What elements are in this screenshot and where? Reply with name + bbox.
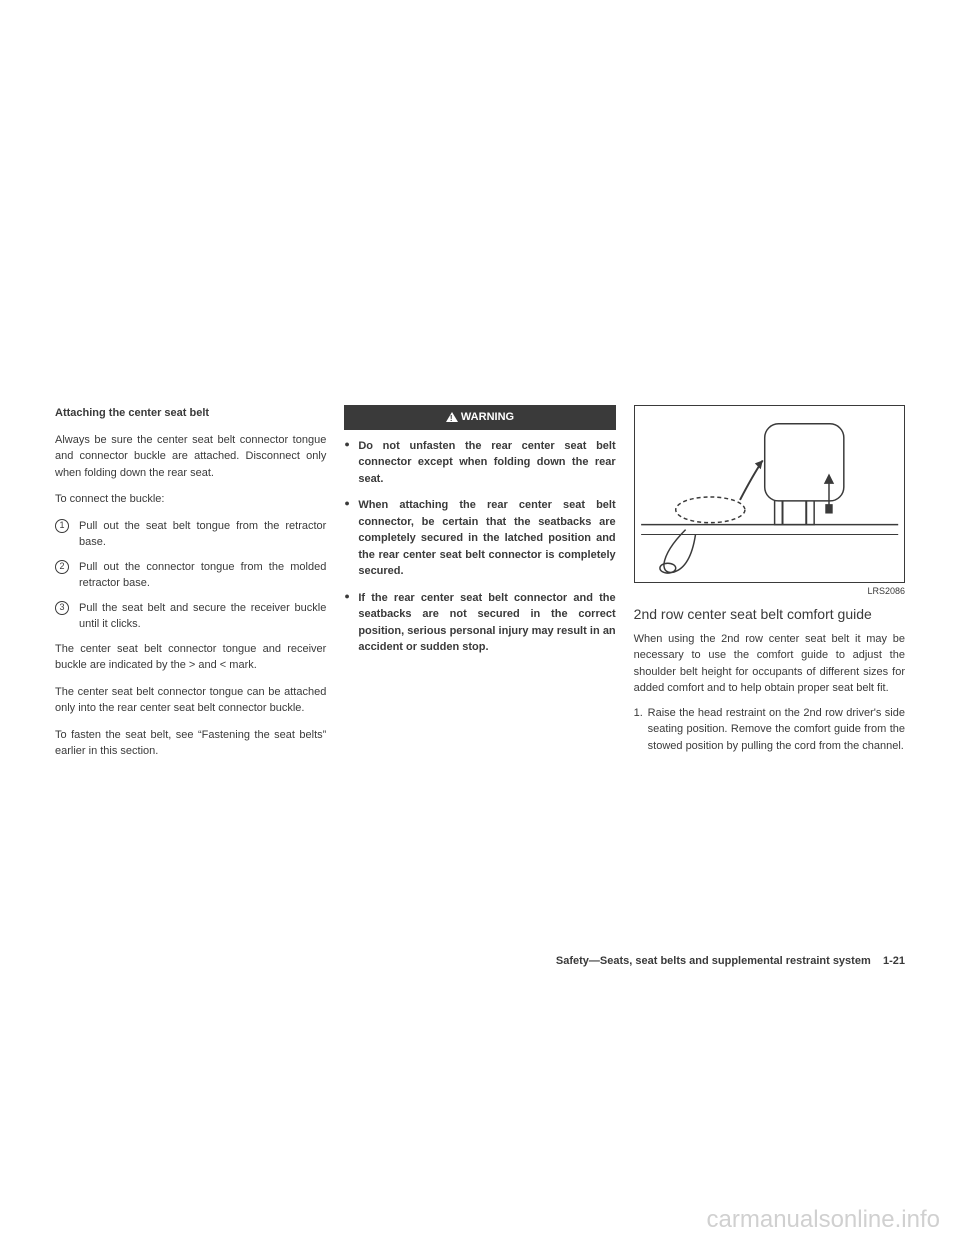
headrest-svg <box>635 406 904 582</box>
footer-page-number: 1-21 <box>883 955 905 967</box>
warning-item: Do not unfasten the rear center seat bel… <box>344 438 615 488</box>
page-content: Attaching the center seat belt Always be… <box>55 405 905 770</box>
paragraph: Always be sure the center seat belt conn… <box>55 432 326 482</box>
paragraph: To connect the buckle: <box>55 491 326 508</box>
paragraph: To fasten the seat belt, see “Fastening … <box>55 727 326 760</box>
step-number: 1. <box>634 705 643 722</box>
paragraph: When using the 2nd row center seat belt … <box>634 631 905 697</box>
warning-header: WARNING <box>344 405 615 430</box>
footer-section: Safety—Seats, seat belts and supplementa… <box>556 955 871 967</box>
step-text: Raise the head restraint on the 2nd row … <box>648 705 905 755</box>
paragraph: The center seat belt connector tongue ca… <box>55 684 326 717</box>
heading-attaching: Attaching the center seat belt <box>55 405 326 422</box>
warning-label: WARNING <box>461 409 514 426</box>
warning-item: If the rear center seat belt connector a… <box>344 590 615 656</box>
heading-comfort-guide: 2nd row center seat belt comfort guide <box>634 605 905 623</box>
page-footer: Safety—Seats, seat belts and supplementa… <box>556 955 905 967</box>
numbered-step-1: 1. Raise the head restraint on the 2nd r… <box>634 705 905 755</box>
paragraph: The center seat belt connector tongue an… <box>55 641 326 674</box>
step-number-icon: 2 <box>55 560 69 574</box>
watermark: carmanualsonline.info <box>707 1206 940 1234</box>
step-3: 3 Pull the seat belt and secure the rece… <box>55 600 326 633</box>
column-2: WARNING Do not unfasten the rear center … <box>344 405 615 770</box>
step-1: 1 Pull out the seat belt tongue from the… <box>55 518 326 551</box>
column-3: LRS2086 2nd row center seat belt comfort… <box>634 405 905 770</box>
figure-illustration <box>634 405 905 583</box>
column-1: Attaching the center seat belt Always be… <box>55 405 326 770</box>
step-text: Pull out the seat belt tongue from the r… <box>79 518 326 551</box>
warning-icon <box>446 412 458 422</box>
step-text: Pull out the connector tongue from the m… <box>79 559 326 592</box>
step-2: 2 Pull out the connector tongue from the… <box>55 559 326 592</box>
step-number-icon: 1 <box>55 519 69 533</box>
warning-item: When attaching the rear center seat belt… <box>344 497 615 580</box>
step-text: Pull the seat belt and secure the receiv… <box>79 600 326 633</box>
figure-code: LRS2086 <box>634 585 905 599</box>
step-number-icon: 3 <box>55 601 69 615</box>
warning-list: Do not unfasten the rear center seat bel… <box>344 438 615 656</box>
